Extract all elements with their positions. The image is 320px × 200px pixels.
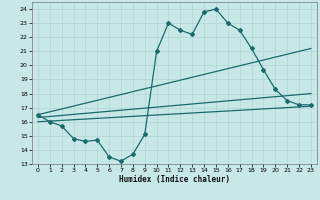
X-axis label: Humidex (Indice chaleur): Humidex (Indice chaleur) [119,175,230,184]
